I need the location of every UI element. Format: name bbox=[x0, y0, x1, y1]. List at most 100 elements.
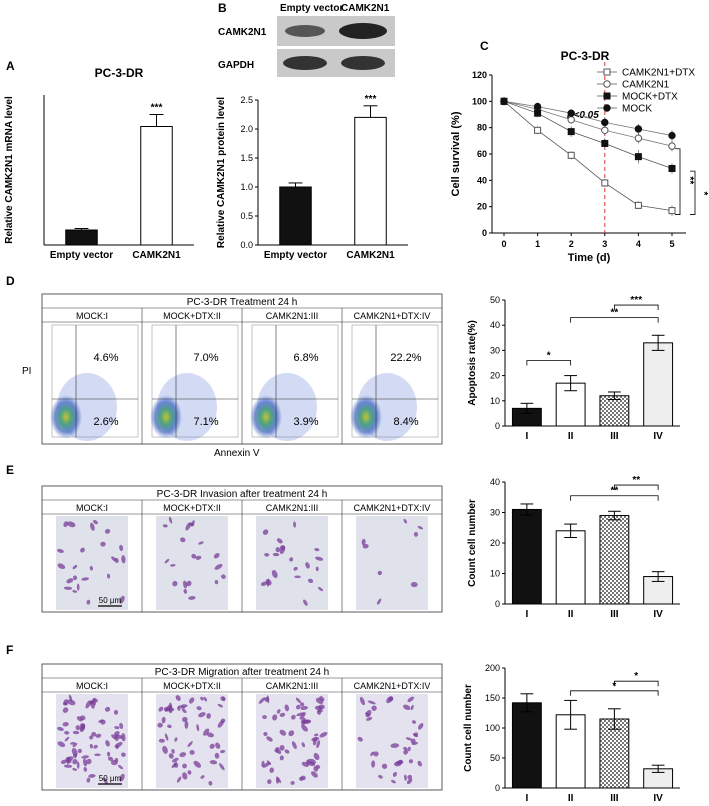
cell bbox=[187, 770, 192, 775]
cell bbox=[220, 696, 225, 701]
cell bbox=[303, 599, 308, 606]
scale-bar-label: 50 μm bbox=[99, 596, 122, 605]
cell bbox=[279, 745, 285, 751]
cell bbox=[198, 712, 206, 718]
cell bbox=[187, 741, 193, 747]
cell bbox=[218, 763, 225, 771]
flow-dot-cloud bbox=[150, 395, 182, 439]
cell bbox=[376, 598, 382, 605]
cell bbox=[263, 731, 268, 737]
cell bbox=[182, 580, 188, 589]
legend-label: CAMK2N1 bbox=[622, 80, 670, 91]
cell bbox=[306, 759, 310, 765]
cell bbox=[86, 599, 91, 605]
x-axis-label: Time (d) bbox=[568, 252, 611, 264]
cell bbox=[158, 738, 165, 743]
cell bbox=[186, 580, 192, 587]
cell bbox=[272, 714, 278, 721]
sig-bracket bbox=[613, 304, 659, 311]
data-point bbox=[601, 139, 609, 147]
migration-header: PC-3-DR Migration after treatment 24 h bbox=[155, 667, 330, 678]
cell bbox=[72, 758, 78, 765]
cell bbox=[57, 548, 64, 553]
scale-bar-label: 50 μm bbox=[99, 774, 122, 783]
x-tick-label: I bbox=[525, 609, 528, 620]
upper-right-percent: 6.8% bbox=[293, 352, 318, 364]
x-tick-label: II bbox=[568, 609, 574, 620]
cell bbox=[86, 777, 91, 783]
cell bbox=[275, 777, 279, 784]
data-point bbox=[567, 116, 575, 124]
data-point bbox=[634, 134, 643, 142]
bar-1 bbox=[511, 702, 542, 789]
cell bbox=[193, 760, 202, 768]
panel-letter-b: B bbox=[218, 1, 227, 15]
cell bbox=[188, 596, 196, 600]
western-blot: Empty vector CAMK2N1 CAMK2N1 GAPDH bbox=[218, 3, 395, 77]
cell bbox=[76, 716, 83, 722]
cell bbox=[189, 750, 195, 755]
series-4 bbox=[500, 97, 676, 141]
sig-marker: * bbox=[612, 681, 616, 692]
cell bbox=[68, 694, 73, 702]
data-point bbox=[567, 109, 575, 117]
chart-b: 0.0 0.5 1.0 1.5 2.0 2.5 Relative CAMK2N1 prote… bbox=[216, 94, 408, 261]
cell bbox=[417, 525, 424, 530]
cell bbox=[179, 752, 187, 758]
y-tick-label: 100 bbox=[485, 723, 500, 733]
cell bbox=[107, 573, 111, 579]
cell bbox=[200, 775, 205, 779]
cell bbox=[57, 726, 64, 731]
cell bbox=[264, 696, 270, 702]
cell bbox=[295, 704, 301, 710]
cell bbox=[203, 696, 208, 702]
blot-col-empty: Empty vector bbox=[280, 3, 343, 14]
bar-4 bbox=[643, 342, 674, 427]
cell bbox=[298, 776, 304, 781]
cell bbox=[119, 544, 124, 551]
y-tick-label: 100 bbox=[472, 96, 487, 106]
cell bbox=[94, 753, 101, 757]
data-point bbox=[500, 97, 508, 106]
cell bbox=[260, 581, 267, 586]
x-tick-label: CAMK2N1 bbox=[346, 250, 395, 261]
sig-bracket bbox=[570, 690, 659, 696]
bar-3 bbox=[599, 395, 630, 427]
cell bbox=[65, 757, 72, 764]
cell bbox=[121, 733, 126, 742]
cell bbox=[63, 586, 73, 590]
x-tick-label: III bbox=[610, 793, 619, 804]
cell bbox=[183, 588, 188, 594]
sig-bracket bbox=[613, 484, 659, 491]
cell bbox=[307, 578, 314, 584]
cell bbox=[86, 758, 92, 765]
cell bbox=[83, 766, 88, 772]
flow-group-label: CAMK2N1:III bbox=[266, 311, 319, 321]
band-gapdh-camk2n1 bbox=[341, 56, 385, 70]
flow-group-label: MOCK:I bbox=[76, 311, 108, 321]
x-tick-label: CAMK2N1 bbox=[132, 250, 181, 261]
x-tick-label: Empty vector bbox=[50, 250, 113, 261]
cell bbox=[114, 726, 120, 730]
x-tick-label: 0 bbox=[501, 239, 506, 249]
cell bbox=[73, 575, 78, 581]
legend-marker bbox=[603, 68, 611, 76]
cell bbox=[176, 776, 182, 783]
cell bbox=[172, 580, 178, 587]
cell bbox=[121, 555, 126, 564]
x-tick-label: 3 bbox=[602, 239, 607, 249]
y-tick-label: 0.5 bbox=[240, 211, 253, 221]
data-point bbox=[601, 118, 609, 127]
cell bbox=[64, 736, 70, 742]
invasion-header: PC-3-DR Invasion after treatment 24 h bbox=[157, 489, 328, 500]
cell bbox=[91, 731, 97, 737]
chart-a: Relative CAMK2N1 mRNA level PC-3-DR Empty … bbox=[4, 66, 194, 261]
cell bbox=[196, 706, 202, 711]
cell bbox=[319, 731, 328, 738]
cell bbox=[182, 772, 188, 780]
cell bbox=[208, 780, 213, 786]
sig-marker: *** bbox=[151, 103, 163, 114]
